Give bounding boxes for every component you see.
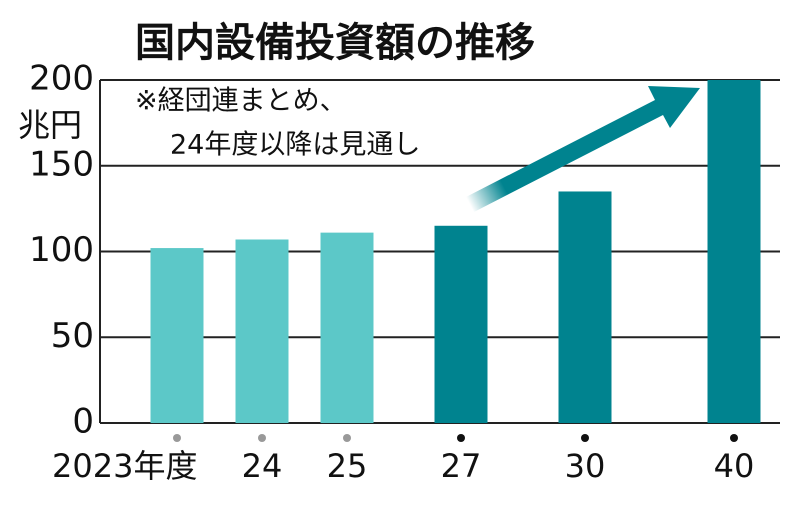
bar	[150, 248, 204, 423]
tick-dot	[343, 434, 351, 442]
annotation: ※経団連まとめ、	[135, 86, 347, 117]
y-tick-label: 50	[51, 316, 94, 356]
y-tick-label: 100	[29, 230, 94, 270]
bar	[320, 232, 374, 423]
y-tick-label: 0	[72, 402, 94, 442]
bar	[434, 225, 488, 423]
bar	[235, 239, 289, 423]
bar	[707, 80, 761, 423]
tick-dot	[457, 434, 465, 442]
tick-dot	[173, 434, 181, 442]
x-tick-label: 25	[327, 447, 368, 485]
tick-dot	[258, 434, 266, 442]
x-tick-label: 30	[565, 447, 606, 485]
tick-dot	[581, 434, 589, 442]
y-axis-label: 兆円	[18, 106, 82, 144]
annotation: 24年度以降は見通し	[170, 130, 420, 161]
x-tick-label: 27	[441, 447, 482, 485]
chart-title: 国内設備投資額の推移	[135, 20, 535, 66]
bar	[558, 191, 612, 423]
x-tick-label: 40	[714, 447, 755, 485]
x-tick-label: 24	[242, 447, 283, 485]
x-tick-label: 2023年度	[52, 447, 197, 485]
arrow	[466, 86, 700, 212]
y-tick-label: 150	[29, 144, 94, 184]
tick-dot	[730, 434, 738, 442]
y-tick-label: 200	[29, 59, 94, 99]
